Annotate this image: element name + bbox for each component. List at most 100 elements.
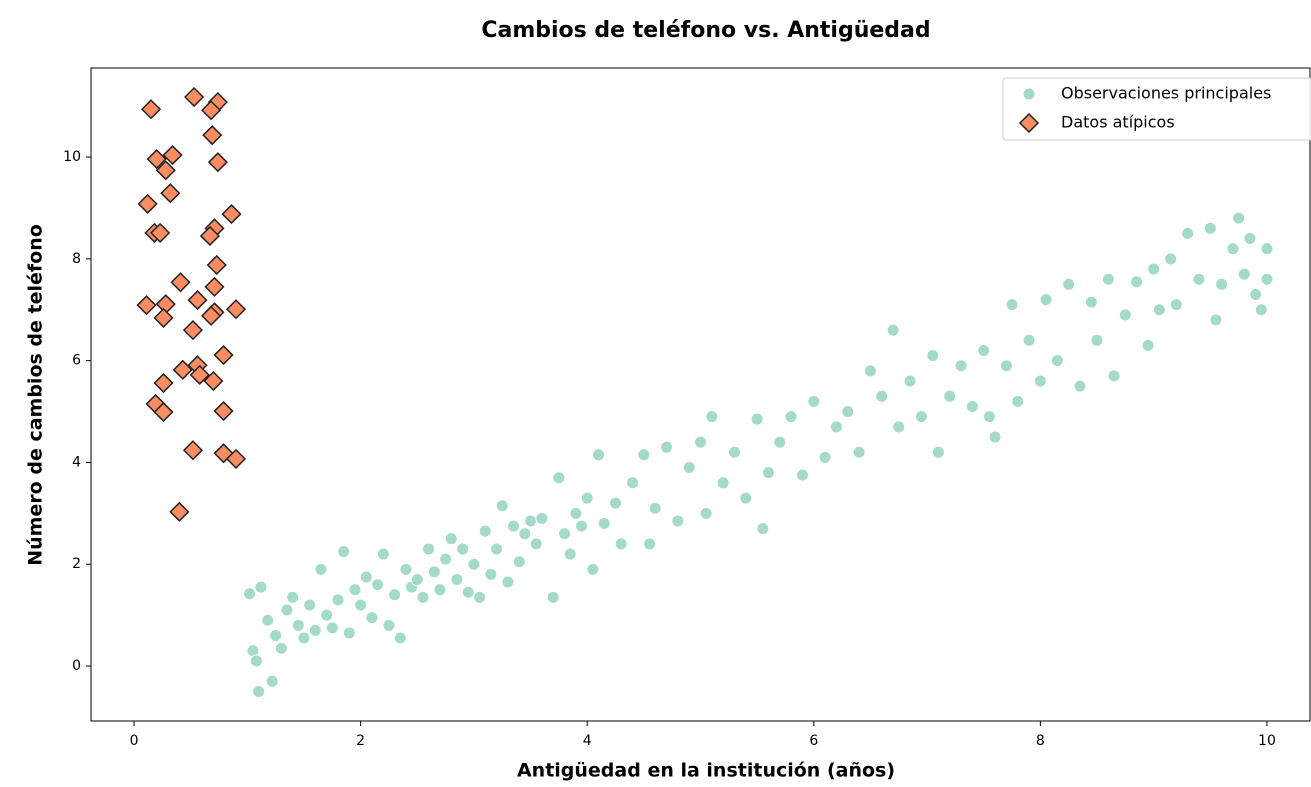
data-point: [518, 527, 532, 541]
data-point: [1033, 374, 1047, 388]
data-point: [1169, 298, 1183, 312]
data-point: [892, 420, 906, 434]
x-tick-label: 2: [356, 733, 365, 749]
data-point: [501, 575, 515, 589]
data-point: [206, 254, 227, 276]
data-point: [1101, 272, 1115, 286]
legend-label: Datos atípicos: [1061, 113, 1175, 132]
data-point: [756, 522, 770, 536]
data-point: [705, 410, 719, 424]
data-point: [773, 435, 787, 449]
data-point: [140, 99, 162, 120]
data-point: [1237, 267, 1251, 281]
data-point: [467, 557, 481, 571]
data-point: [597, 517, 611, 531]
data-point: [265, 674, 279, 688]
data-point: [187, 290, 208, 311]
data-point: [204, 276, 225, 297]
data-point: [761, 466, 775, 480]
y-tick-label: 0: [72, 658, 81, 674]
data-point: [875, 389, 889, 403]
data-point: [365, 611, 379, 625]
data-point: [818, 450, 832, 464]
data-point: [626, 476, 640, 490]
data-point: [243, 587, 257, 601]
data-point: [359, 570, 373, 584]
data-point: [1005, 298, 1019, 312]
data-point: [297, 631, 311, 645]
x-tick-label: 10: [1258, 733, 1276, 749]
data-point: [153, 372, 174, 394]
data-point: [988, 430, 1002, 444]
data-point: [137, 193, 158, 214]
data-point: [580, 491, 594, 505]
data-point: [1130, 275, 1144, 289]
data-point: [337, 545, 351, 559]
x-axis-label: Antigüedad en la institución (años): [517, 760, 895, 782]
data-point: [221, 204, 242, 225]
data-point: [1243, 232, 1257, 246]
data-point: [439, 552, 453, 566]
data-point: [314, 562, 328, 576]
data-point: [552, 471, 566, 485]
data-point: [1050, 354, 1064, 368]
data-point: [903, 374, 917, 388]
data-point: [1084, 295, 1098, 309]
data-point: [184, 86, 205, 108]
data-point: [450, 573, 464, 587]
data-point: [1152, 303, 1166, 317]
data-point: [342, 626, 356, 640]
data-point: [202, 125, 223, 146]
data-point: [1215, 277, 1229, 291]
data-point: [1260, 242, 1274, 256]
data-point: [977, 343, 991, 357]
data-point: [1011, 394, 1025, 408]
x-tick-label: 8: [1036, 733, 1045, 749]
legend-marker: [1018, 112, 1040, 134]
data-point: [393, 631, 407, 645]
data-point: [841, 405, 855, 419]
legend-label: Observaciones principales: [1061, 84, 1271, 103]
data-point: [203, 370, 224, 392]
data-point: [671, 514, 685, 528]
data-point: [422, 542, 436, 556]
data-point: [1073, 379, 1087, 393]
data-point: [473, 590, 487, 604]
data-point: [170, 272, 191, 293]
data-point: [914, 410, 928, 424]
data-point: [155, 160, 176, 181]
data-point: [529, 537, 543, 551]
x-tick-label: 6: [809, 733, 818, 749]
data-point: [682, 461, 696, 475]
x-tick-label: 0: [130, 733, 139, 749]
data-point: [943, 389, 957, 403]
data-point: [886, 323, 900, 337]
y-tick-label: 6: [72, 353, 81, 369]
data-point: [931, 445, 945, 459]
data-point: [416, 590, 430, 604]
data-point: [982, 410, 996, 424]
data-point: [507, 519, 521, 533]
data-point: [162, 144, 183, 166]
data-point: [558, 527, 572, 541]
data-point: [189, 364, 210, 385]
data-point: [376, 547, 390, 561]
data-point: [388, 588, 402, 602]
data-point: [201, 100, 222, 121]
data-point: [456, 542, 470, 556]
data-point: [524, 514, 538, 528]
data-point: [999, 359, 1013, 373]
data-point: [490, 542, 504, 556]
data-point: [1164, 252, 1178, 266]
data-point: [1254, 303, 1268, 317]
data-point: [331, 593, 345, 607]
data-point: [784, 410, 798, 424]
data-point: [563, 547, 577, 561]
y-tick-label: 4: [72, 454, 81, 470]
data-point: [172, 359, 193, 380]
data-point: [694, 435, 707, 449]
data-point: [153, 401, 174, 423]
data-point: [609, 496, 623, 510]
data-point: [249, 654, 263, 668]
data-point: [399, 562, 413, 576]
